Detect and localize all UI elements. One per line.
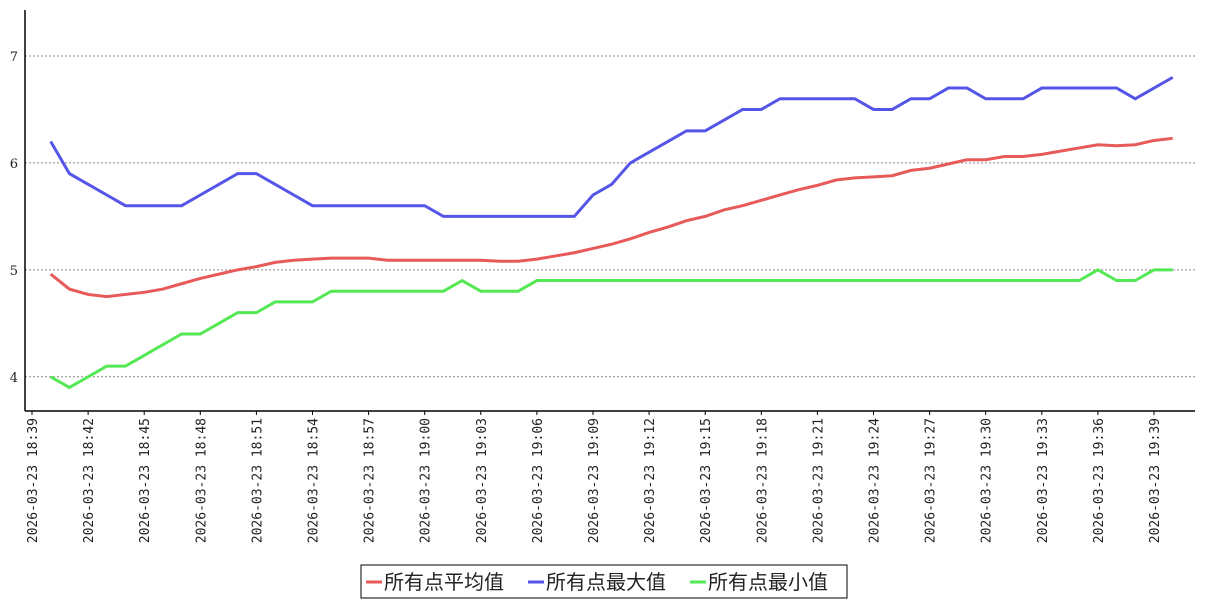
- legend-label: 所有点最大值: [546, 570, 666, 594]
- x-tick-label: 2026-03-23 18:45: [138, 418, 153, 543]
- x-tick-label: 2026-03-23 19:18: [755, 418, 770, 543]
- x-tick-label: 2026-03-23 19:06: [531, 418, 546, 543]
- legend-label: 所有点最小值: [708, 570, 828, 594]
- x-tick-label: 2026-03-23 19:33: [1036, 418, 1051, 543]
- x-tick-label: 2026-03-23 18:54: [307, 418, 322, 543]
- x-tick-label: 2026-03-23 18:57: [363, 418, 378, 543]
- x-tick-label: 2026-03-23 18:39: [26, 418, 41, 543]
- x-tick-label: 2026-03-23 19:15: [699, 418, 714, 543]
- x-tick-label: 2026-03-23 18:48: [194, 418, 209, 543]
- series-line: [49, 268, 1173, 390]
- legend-box: [360, 564, 848, 599]
- x-tick-label: 2026-03-23 19:36: [1092, 418, 1107, 543]
- y-tick-label: 6: [10, 157, 18, 172]
- x-tick-label: 2026-03-23 19:03: [475, 418, 490, 543]
- x-tick-label: 2026-03-23 19:24: [868, 418, 883, 543]
- y-tick-label: 4: [10, 371, 18, 386]
- x-tick-label: 2026-03-23 19:39: [1148, 418, 1163, 543]
- x-tick-label: 2026-03-23 18:42: [82, 418, 97, 543]
- x-tick-label: 2026-03-23 19:27: [924, 418, 939, 543]
- series-line: [49, 76, 1174, 218]
- x-tick-label: 2026-03-23 18:51: [250, 418, 265, 543]
- x-tick-label: 2026-03-23 19:21: [811, 418, 826, 543]
- y-tick-label: 5: [10, 264, 18, 279]
- x-tick-label: 2026-03-23 19:12: [643, 418, 658, 543]
- x-tick-label: 2026-03-23 19:30: [980, 418, 995, 543]
- series-line: [49, 136, 1173, 299]
- x-tick-label: 2026-03-23 19:00: [419, 418, 434, 543]
- legend-label: 所有点平均值: [384, 570, 504, 594]
- y-tick-label: 7: [10, 50, 18, 65]
- x-tick-label: 2026-03-23 19:09: [587, 418, 602, 543]
- legend: 所有点平均值 所有点最大值 所有点最小值: [360, 564, 848, 599]
